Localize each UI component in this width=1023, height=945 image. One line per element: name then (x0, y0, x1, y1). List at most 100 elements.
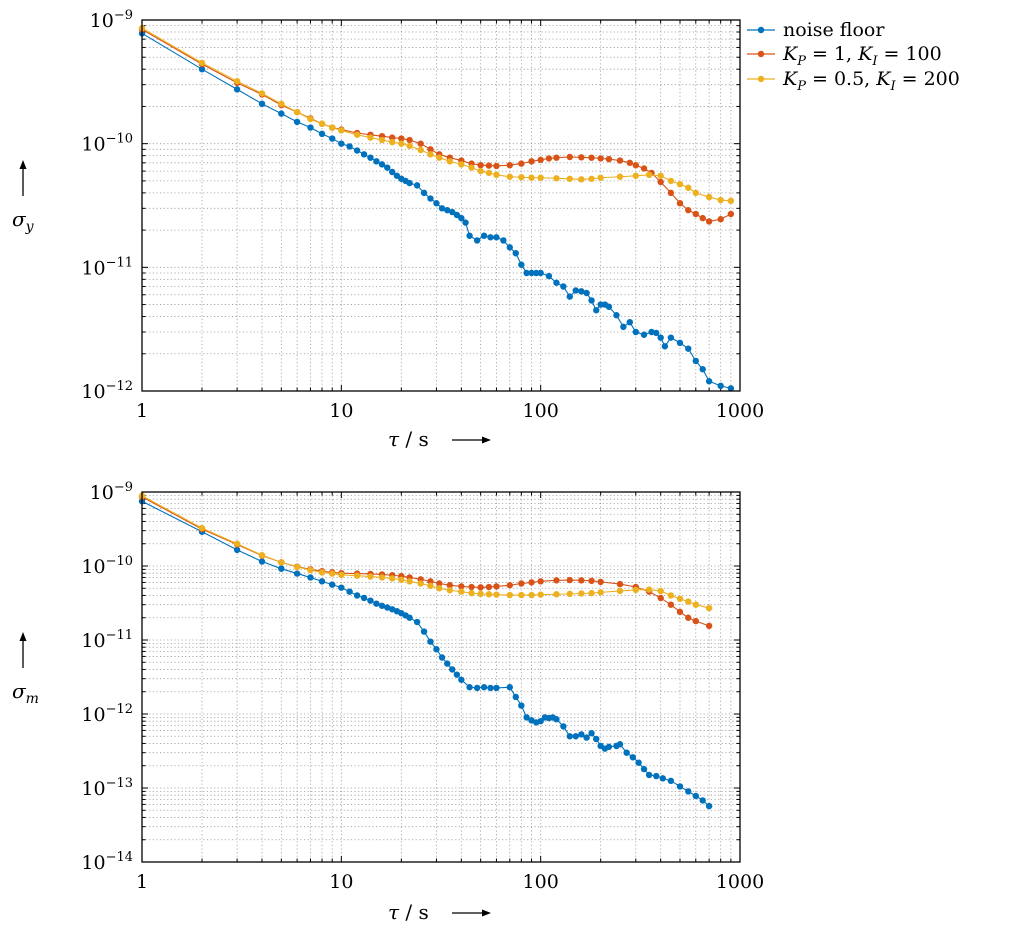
data-point (528, 269, 535, 277)
legend-label: KP = 1, KI = 100 (782, 43, 942, 69)
data-point (512, 693, 519, 701)
data-point (233, 86, 241, 93)
data-point (427, 146, 434, 153)
data-point (685, 614, 692, 621)
data-point (438, 654, 446, 661)
data-point (468, 164, 475, 171)
legend-entry-0: noise floor (747, 19, 885, 41)
data-point (258, 558, 266, 565)
data-point (389, 168, 396, 176)
data-point (466, 232, 473, 239)
data-point (367, 597, 374, 604)
data-point (518, 580, 525, 587)
data-point (705, 802, 713, 810)
data-point (458, 161, 465, 168)
data-point (727, 197, 735, 205)
data-point (717, 196, 724, 204)
data-point (420, 189, 428, 197)
data-point (384, 604, 391, 611)
data-point (605, 303, 613, 310)
data-point (444, 206, 451, 214)
data-point (588, 175, 595, 182)
data-point (537, 269, 544, 277)
data-point (346, 143, 353, 150)
data-point (406, 136, 413, 144)
data-point (307, 124, 314, 131)
data-point (635, 759, 642, 766)
data-point (578, 590, 585, 597)
data-point (353, 572, 361, 579)
data-point (458, 588, 465, 595)
data-point (468, 583, 475, 591)
data-point (645, 586, 653, 593)
data-point (727, 385, 735, 392)
y-tick-label: 10−14 (81, 850, 133, 874)
data-point (572, 287, 579, 294)
data-point (389, 138, 396, 146)
data-point (623, 749, 630, 756)
data-point (458, 583, 465, 590)
series-2 (138, 492, 713, 612)
data-point (436, 580, 443, 587)
data-point (566, 175, 573, 182)
data-point (373, 600, 380, 607)
data-point (446, 582, 453, 589)
data-point (449, 208, 456, 216)
data-point (307, 574, 314, 581)
plot-frame (141, 491, 741, 863)
data-point (367, 154, 374, 161)
x-tick-label: 10 (329, 400, 353, 422)
data-point (258, 100, 266, 108)
series-line (141, 500, 710, 807)
data-point (528, 591, 535, 599)
data-point (493, 162, 500, 170)
data-point (578, 176, 585, 183)
data-point (640, 165, 648, 172)
data-point (466, 684, 473, 691)
legend-label: KP = 0.5, KI = 200 (782, 68, 960, 94)
data-point (446, 587, 453, 594)
data-point (485, 162, 493, 169)
data-point (338, 140, 345, 147)
plot-frame (141, 19, 741, 392)
data-point (417, 580, 424, 587)
data-point (626, 319, 633, 326)
legend-label: noise floor (783, 19, 885, 41)
series-0 (138, 30, 735, 392)
data-point (605, 155, 613, 163)
x-axis-label-text: τ / s (388, 427, 429, 451)
data-point (493, 171, 500, 179)
data-point (506, 244, 513, 251)
data-point (667, 177, 675, 185)
data-point (293, 563, 301, 571)
data-point (705, 378, 713, 385)
data-point (692, 210, 699, 218)
data-point (487, 684, 494, 692)
data-point (406, 578, 413, 585)
data-point (500, 237, 507, 244)
data-point (657, 587, 664, 595)
data-point (278, 559, 285, 566)
data-point (413, 182, 421, 189)
data-point (667, 592, 675, 599)
data-point (398, 135, 405, 142)
data-point (588, 154, 595, 161)
data-point (578, 288, 585, 295)
x-axis-label: τ / s (388, 900, 491, 924)
data-point (413, 618, 421, 626)
legend-swatch-marker (757, 75, 765, 83)
data-point (727, 210, 735, 218)
data-point (398, 576, 405, 584)
data-point (626, 159, 633, 167)
data-point (657, 594, 664, 602)
data-point (667, 777, 675, 785)
arrow-up-icon (19, 632, 27, 641)
data-point (593, 307, 600, 314)
data-point (616, 580, 624, 588)
y-axis-label-text: σy (12, 207, 35, 235)
data-point (427, 578, 434, 585)
chart-sigma-y: 1 10 100 1000 10−12 10−11 10−10 10−9 σy τ / s (12, 8, 764, 451)
data-point (632, 161, 639, 169)
